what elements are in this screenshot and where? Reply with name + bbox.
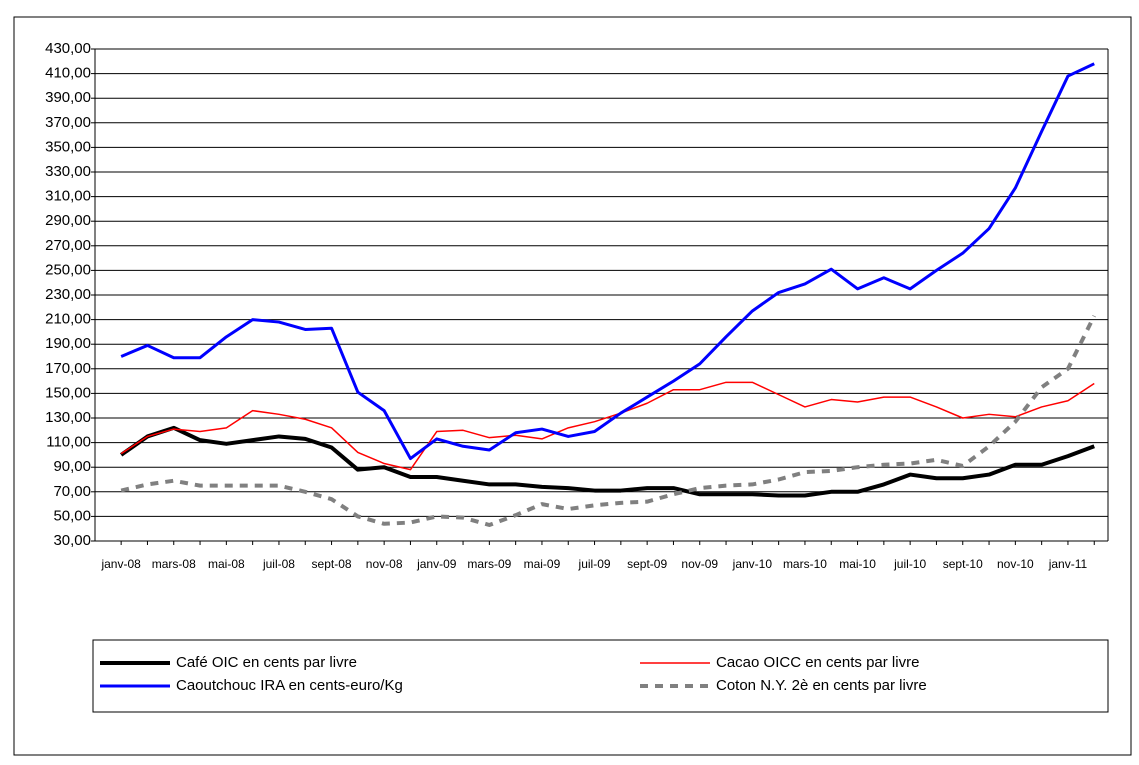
x-tick-label: nov-09 [681, 557, 718, 571]
y-tick-label: 90,00 [53, 458, 91, 475]
x-tick-label: mai-10 [839, 557, 876, 571]
x-tick-label: janv-10 [732, 557, 773, 571]
legend-box [92, 639, 1109, 713]
y-tick-label: 430,00 [45, 40, 91, 57]
y-tick-label: 270,00 [45, 237, 91, 254]
y-tick-label: 50,00 [53, 507, 91, 524]
x-tick-label: janv-11 [1048, 557, 1088, 571]
y-tick-label: 70,00 [53, 483, 91, 500]
y-tick-label: 150,00 [45, 384, 91, 401]
series-line [120, 62, 1095, 461]
y-tick-label: 370,00 [45, 114, 91, 131]
series-line [120, 425, 1095, 498]
x-tick-label: mars-08 [152, 557, 196, 571]
legend-label: Caoutchouc IRA en cents-euro/Kg [176, 677, 403, 694]
x-tick-label: sept-10 [943, 557, 983, 571]
legend-label: Coton N.Y. 2è en cents par livre [716, 677, 927, 694]
y-tick-label: 30,00 [53, 532, 91, 549]
x-tick-label: janv-08 [100, 557, 141, 571]
y-tick-label: 170,00 [45, 360, 91, 377]
x-tick-label: mars-09 [467, 557, 511, 571]
x-tick-label: juil-09 [578, 557, 611, 571]
x-tick-label: juil-10 [893, 557, 926, 571]
y-tick-label: 110,00 [46, 434, 91, 451]
y-tick-label: 390,00 [45, 89, 91, 106]
x-tick-label: juil-08 [262, 557, 295, 571]
x-tick-label: nov-10 [997, 557, 1034, 571]
y-tick-label: 290,00 [45, 212, 91, 229]
legend-label: Café OIC en cents par livre [176, 654, 357, 671]
y-tick-label: 330,00 [45, 163, 91, 180]
x-tick-label: mai-09 [524, 557, 561, 571]
x-tick-label: sept-09 [627, 557, 667, 571]
x-tick-label: janv-09 [416, 557, 457, 571]
y-tick-label: 410,00 [45, 65, 91, 82]
series-line [120, 381, 1095, 471]
x-tick-label: nov-08 [366, 557, 403, 571]
y-tick-label: 350,00 [45, 138, 91, 155]
x-tick-label: mai-08 [208, 557, 245, 571]
y-tick-label: 130,00 [45, 409, 91, 426]
x-tick-label: mars-10 [783, 557, 827, 571]
y-tick-label: 210,00 [45, 311, 91, 328]
y-tick-label: 310,00 [45, 188, 91, 205]
series-line [120, 315, 1097, 528]
x-tick-label: sept-08 [312, 557, 352, 571]
y-tick-label: 250,00 [45, 261, 91, 278]
y-tick-label: 230,00 [45, 286, 91, 303]
legend-label: Cacao OICC en cents par livre [716, 654, 919, 671]
chart-frame [13, 16, 1132, 756]
y-tick-label: 190,00 [45, 335, 91, 352]
